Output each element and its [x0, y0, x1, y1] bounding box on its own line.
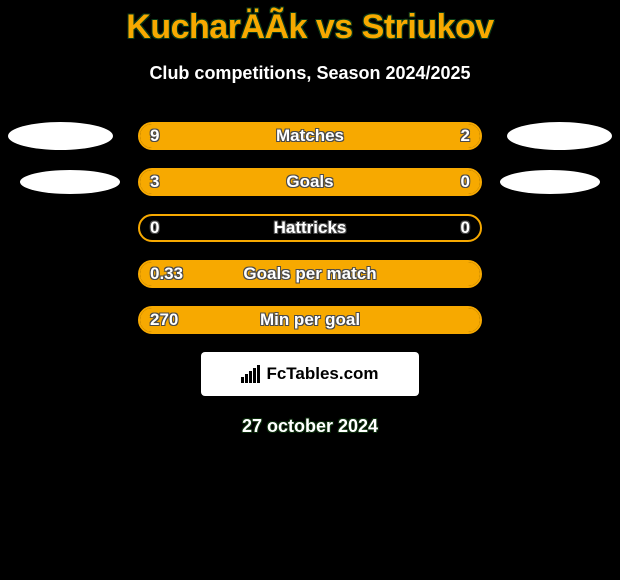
- stat-metric-label: Min per goal: [260, 310, 360, 330]
- stat-row: 270 Min per goal: [0, 306, 620, 334]
- icon-bar: [249, 371, 252, 383]
- stat-value-left: 9: [150, 126, 159, 146]
- stat-bar-fill-left: [140, 124, 405, 148]
- player-marker-left: [8, 122, 113, 150]
- stat-row: 0 Hattricks 0: [0, 214, 620, 242]
- icon-bar: [257, 365, 260, 383]
- subtitle: Club competitions, Season 2024/2025: [0, 63, 620, 84]
- player-marker-right: [500, 170, 600, 194]
- stat-metric-label: Hattricks: [274, 218, 347, 238]
- comparison-widget: KucharÄÃ­k vs Striukov Club competitions…: [0, 0, 620, 437]
- stat-value-right: 0: [461, 218, 470, 238]
- player-marker-left: [20, 170, 120, 194]
- stat-bar-fill-left: [140, 170, 405, 194]
- stat-value-right: 0: [461, 172, 470, 192]
- source-badge: FcTables.com: [201, 352, 419, 396]
- icon-bar: [245, 374, 248, 383]
- stat-value-left: 3: [150, 172, 159, 192]
- stat-metric-label: Matches: [276, 126, 344, 146]
- player-marker-right: [507, 122, 612, 150]
- stat-metric-label: Goals: [286, 172, 333, 192]
- bar-chart-icon: [241, 365, 260, 383]
- stat-value-left: 0.33: [150, 264, 183, 284]
- title: KucharÄÃ­k vs Striukov: [0, 8, 620, 47]
- stat-value-left: 0: [150, 218, 159, 238]
- icon-bar: [241, 377, 244, 383]
- stat-metric-label: Goals per match: [243, 264, 376, 284]
- stat-row: 9 Matches 2: [0, 122, 620, 150]
- icon-bar: [253, 368, 256, 383]
- stat-row: 0.33 Goals per match: [0, 260, 620, 288]
- stat-row: 3 Goals 0: [0, 168, 620, 196]
- date-label: 27 october 2024: [0, 416, 620, 437]
- stat-value-left: 270: [150, 310, 178, 330]
- badge-text: FcTables.com: [266, 364, 378, 384]
- stat-value-right: 2: [461, 126, 470, 146]
- stats-rows: 9 Matches 2 3 Goals 0 0 Hattricks 0 0.33 Goals per…: [0, 122, 620, 334]
